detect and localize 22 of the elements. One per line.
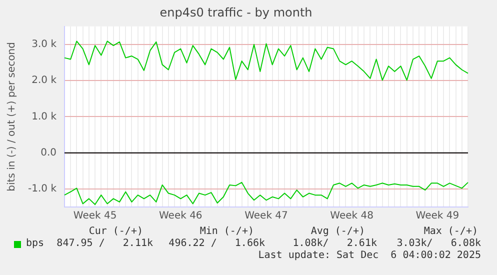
text: Avg (-/+) [310, 226, 365, 237]
y-tick-label: 0.0 [40, 147, 56, 158]
text: Max (-/+) [424, 226, 478, 237]
y-tick-label: 2.0 k [32, 75, 57, 86]
text: 3.03k/ 6.08k [396, 238, 481, 249]
y-axis-title: bits in (-) / out (+) per second [6, 42, 18, 192]
x-tick-label: Week 48 [330, 210, 374, 222]
x-tick-label: Week 47 [244, 210, 288, 222]
chart-title: enp4s0 traffic - by month [160, 5, 312, 20]
y-tick-label: -1.0 k [28, 184, 57, 195]
text: 1.08k/ 2.61k [292, 238, 377, 249]
x-tick-label: Week 46 [158, 210, 202, 222]
text: 496.22 / 1.66k [168, 238, 265, 249]
text: Last update: Sat Dec 6 04:00:02 2025 [258, 250, 481, 261]
legend-label: bps [26, 238, 44, 249]
y-tick-label: 3.0 k [32, 39, 57, 50]
text: Cur (-/+) [88, 226, 143, 237]
y-tick-label: 1.0 k [32, 111, 57, 122]
x-tick-label: Week 49 [416, 210, 460, 222]
x-tick-label: Week 45 [73, 210, 117, 222]
text: Min (-/+) [200, 226, 254, 237]
text: 847.95 / 2.11k [56, 238, 153, 249]
